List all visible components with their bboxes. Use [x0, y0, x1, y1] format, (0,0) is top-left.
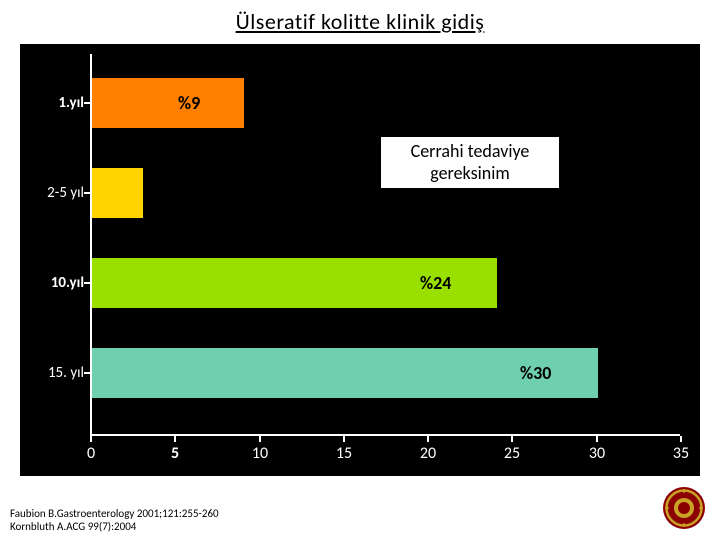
ytick — [84, 282, 90, 284]
slide: Ülseratif kolitte klinik gidiş 1.yıl 2-5… — [0, 0, 720, 540]
bar-1-value: %9 — [178, 92, 200, 114]
ytick — [84, 372, 90, 374]
citation-line-2: Kornbluth A.ACG 99(7):2004 — [10, 520, 219, 534]
ylabel-4: 15. yıl — [24, 364, 84, 382]
xlabel-3: 15 — [329, 444, 359, 463]
annotation-line1: Cerrahi tedaviye — [389, 141, 551, 163]
annotation-line2: gereksinim — [389, 163, 551, 185]
bar-1 — [92, 78, 244, 128]
xlabel-4: 20 — [413, 444, 443, 463]
slide-title: Ülseratif kolitte klinik gidiş — [236, 8, 485, 35]
chart-area: 1.yıl 2-5 yıl 10.yıl 15. yıl %9 %3 %24 %… — [20, 44, 700, 476]
bar-2-value: %3 — [148, 182, 170, 204]
xlabel-1: 5 — [160, 444, 190, 463]
xtick — [259, 436, 261, 442]
xlabel-7: 35 — [666, 444, 696, 463]
annotation-box: Cerrahi tedaviye gereksinim — [380, 136, 560, 189]
xtick — [174, 436, 176, 442]
seal-logo-icon — [662, 486, 706, 530]
xtick — [90, 436, 92, 442]
ylabel-1: 1.yıl — [24, 94, 84, 112]
citations: Faubion B.Gastroenterology 2001;121:255-… — [10, 507, 219, 535]
bar-4-value: %30 — [520, 362, 551, 384]
ylabel-2: 2-5 yıl — [24, 184, 84, 202]
xlabel-2: 10 — [245, 444, 275, 463]
xtick — [596, 436, 598, 442]
xtick — [511, 436, 513, 442]
bar-3-value: %24 — [420, 272, 451, 294]
xlabel-5: 25 — [497, 444, 527, 463]
title-band: Ülseratif kolitte klinik gidiş — [0, 0, 720, 41]
ylabel-3: 10.yıl — [24, 274, 84, 292]
xtick — [427, 436, 429, 442]
bar-2 — [92, 168, 143, 218]
xtick — [343, 436, 345, 442]
x-axis — [90, 434, 680, 436]
xlabel-0: 0 — [76, 444, 106, 463]
xlabel-6: 30 — [582, 444, 612, 463]
xtick — [680, 436, 682, 442]
citation-line-1: Faubion B.Gastroenterology 2001;121:255-… — [10, 507, 219, 521]
ytick — [84, 192, 90, 194]
ytick — [84, 102, 90, 104]
